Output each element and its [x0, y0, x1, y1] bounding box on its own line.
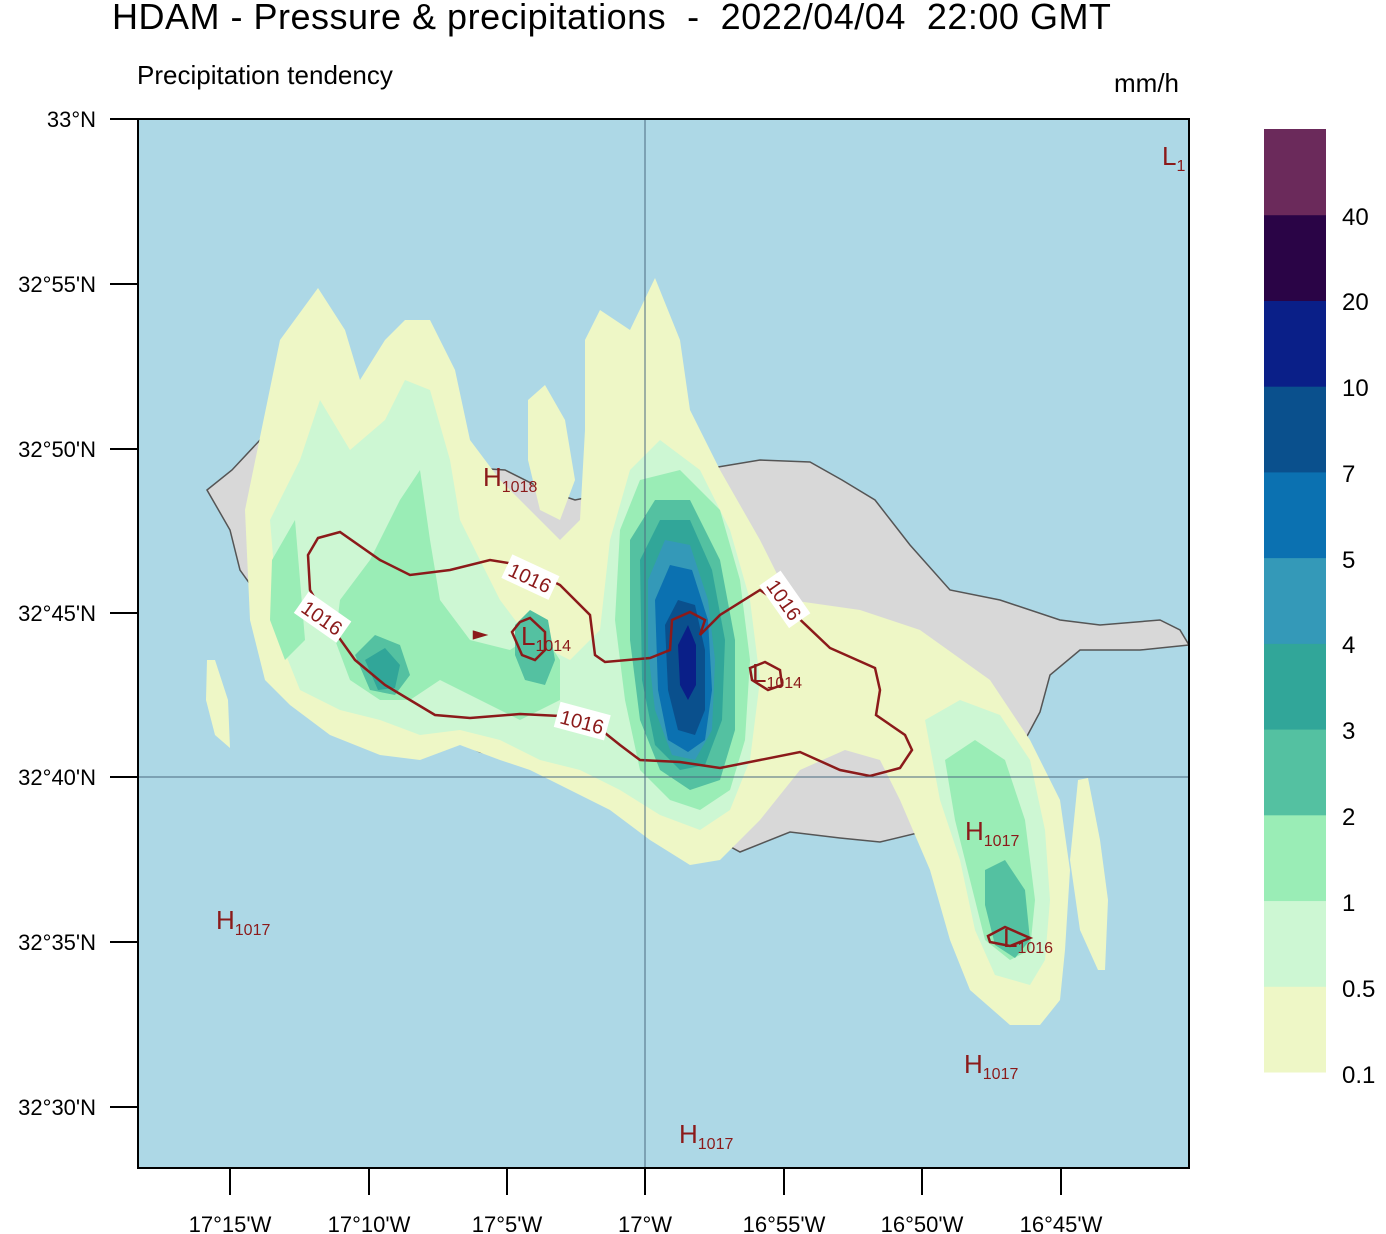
colorbar-swatch — [1264, 986, 1326, 1073]
colorbar-label: 20 — [1342, 289, 1369, 316]
colorbar-swatch — [1264, 386, 1326, 473]
precipitation-field — [206, 278, 1108, 1025]
colorbar-swatch — [1264, 214, 1326, 301]
x-tick-label: 16°55'W — [743, 1212, 826, 1234]
pressure-center: H1018 — [483, 462, 537, 496]
colorbar-swatch — [1264, 729, 1326, 816]
pressure-center: L1 — [1162, 141, 1185, 175]
colorbar-label: 3 — [1342, 718, 1355, 745]
plot-frame — [137, 118, 1190, 1169]
y-tick-label: 32°55'N — [18, 272, 96, 297]
pressure-center: H1017 — [216, 905, 270, 939]
pressure-center: H1017 — [965, 816, 1019, 850]
colorbar-swatch — [1264, 900, 1326, 987]
y-axis — [110, 118, 138, 1108]
colorbar-swatch — [1264, 814, 1326, 902]
y-tick-label: 32°45'N — [18, 601, 96, 626]
colorbar-label: 0.1 — [1342, 1062, 1375, 1089]
x-tick-label: 16°45'W — [1020, 1212, 1103, 1234]
colorbar-swatch — [1264, 471, 1326, 559]
colorbar-swatch — [1264, 129, 1326, 216]
map-subtitle: Precipitation tendency — [137, 60, 393, 90]
colorbar-label: 0.5 — [1342, 976, 1375, 1003]
colorbar-labels: 0.1 0.5 1 2 3 4 5 7 10 20 40 — [1342, 204, 1375, 1089]
colorbar-swatch — [1264, 300, 1326, 387]
y-tick-label: 32°30'N — [18, 1095, 96, 1120]
y-tick-label: 32°40'N — [18, 765, 96, 790]
x-tick-labels: 17°15'W 17°10'W 17°5'W 17°W 16°55'W 16°5… — [189, 1212, 1103, 1234]
x-tick-label: 17°W — [618, 1212, 672, 1234]
pressure-center: H1017 — [964, 1049, 1018, 1083]
pressure-center: L1014 — [521, 621, 571, 655]
colorbar — [1264, 129, 1326, 1073]
y-tick-label: 32°35'N — [18, 930, 96, 955]
pressure-centers: H1018 L1014 L1014 H1017 H1017 L1016 H101… — [216, 141, 1185, 1153]
colorbar-label: 40 — [1342, 204, 1369, 231]
x-axis — [229, 1168, 1062, 1195]
x-tick-label: 17°5'W — [472, 1212, 543, 1234]
colorbar-label: 4 — [1342, 632, 1355, 659]
pressure-center: L1014 — [752, 658, 802, 692]
pressure-center: H1017 — [679, 1119, 733, 1153]
colorbar-label: 1 — [1342, 890, 1355, 917]
colorbar-label: 7 — [1342, 461, 1355, 488]
colorbar-label: 5 — [1342, 547, 1355, 574]
x-tick-label: 17°10'W — [328, 1212, 411, 1234]
colorbar-label: 2 — [1342, 804, 1355, 831]
colorbar-label: 10 — [1342, 375, 1369, 402]
y-tick-label: 33°N — [47, 107, 96, 132]
units-label: mm/h — [1114, 68, 1179, 98]
x-tick-label: 17°15'W — [189, 1212, 272, 1234]
y-tick-label: 32°50'N — [18, 437, 96, 462]
y-tick-labels: 33°N 32°55'N 32°50'N 32°45'N 32°40'N 32°… — [18, 107, 96, 1120]
pressure-center: L1016 — [1003, 923, 1053, 957]
x-tick-label: 16°50'W — [881, 1212, 964, 1234]
map-title: HDAM - Pressure & precipitations - 2022/… — [112, 0, 1112, 37]
colorbar-swatch — [1264, 557, 1326, 644]
colorbar-swatch — [1264, 643, 1326, 730]
